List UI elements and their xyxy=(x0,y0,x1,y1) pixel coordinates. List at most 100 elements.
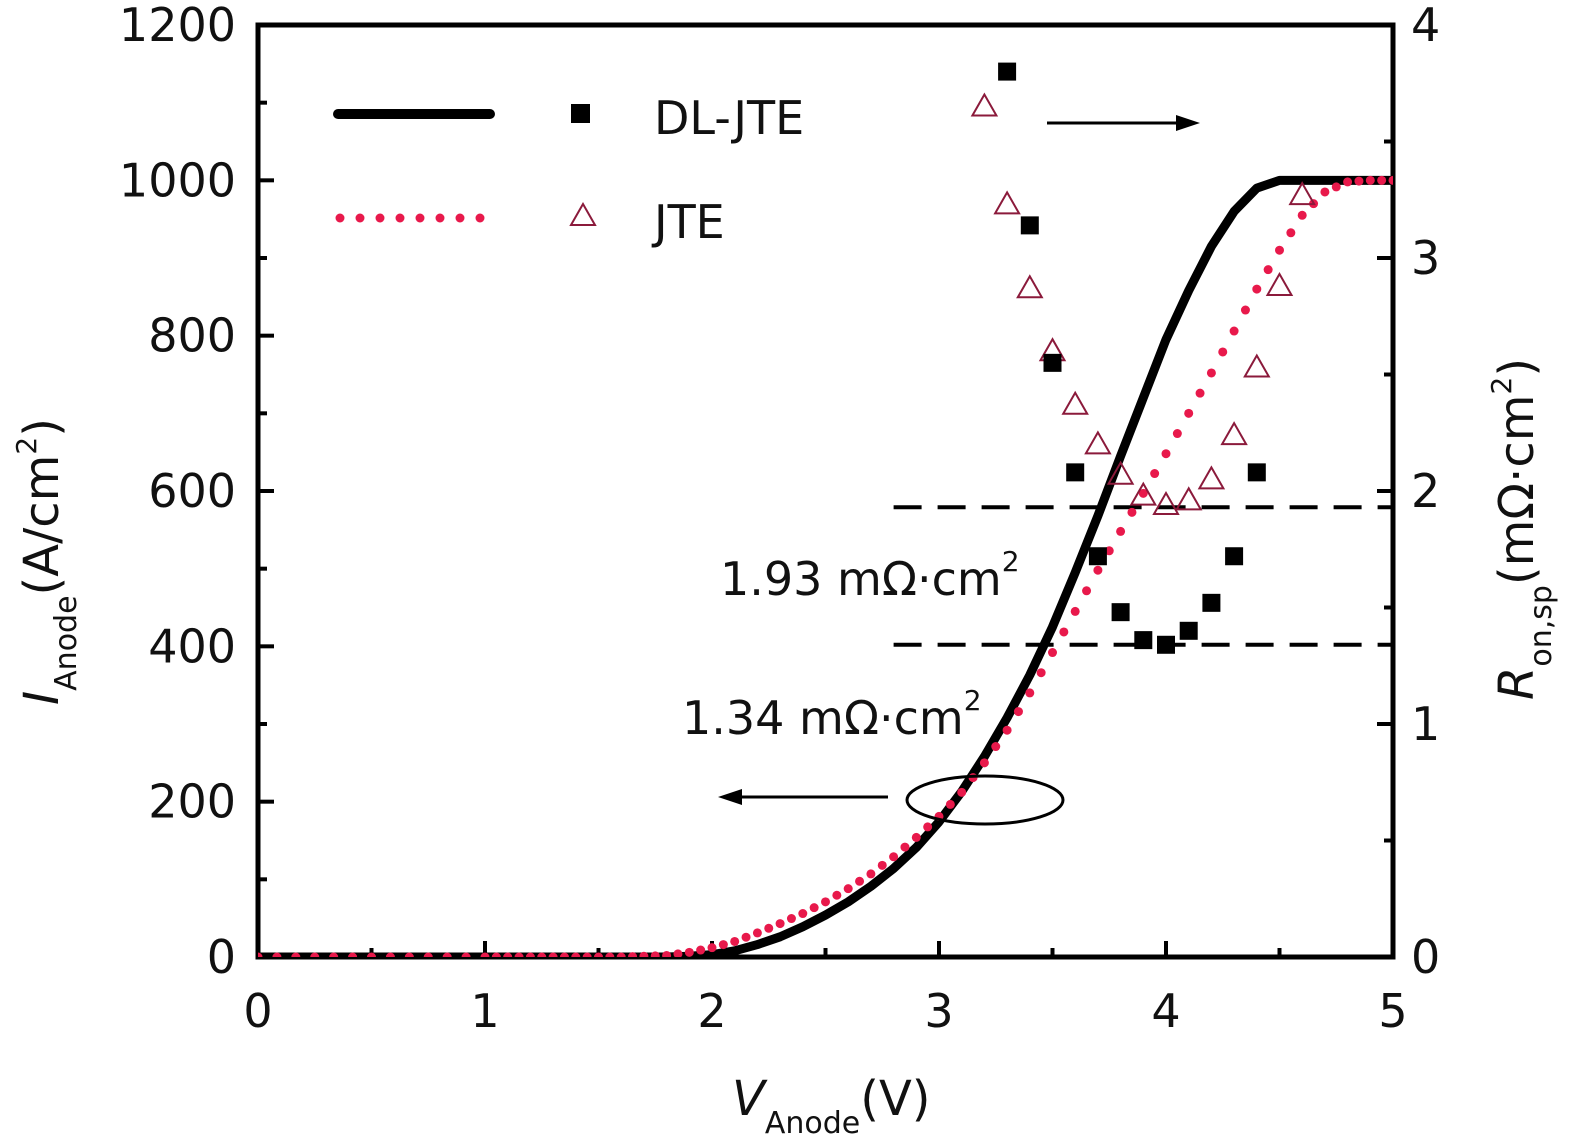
ron-marker-jte xyxy=(970,92,999,117)
jte-curve-dot xyxy=(537,952,547,957)
jte-curve-dot xyxy=(1354,176,1364,186)
jte-curve-dot xyxy=(1127,507,1137,517)
ron-marker-jte xyxy=(1106,460,1135,485)
jte-curve-dot xyxy=(616,952,626,957)
jte-curve-dot xyxy=(1093,565,1103,575)
tick-marks xyxy=(256,23,1395,959)
jte-curve-dot xyxy=(582,952,592,957)
jte-curve-dot xyxy=(628,952,638,957)
jte-curve-dot xyxy=(1343,177,1353,187)
jte-curve-dot xyxy=(1229,326,1239,336)
legend-dot xyxy=(455,213,465,223)
jte-curve-dot xyxy=(291,952,301,957)
jte-curve-dot xyxy=(889,852,899,862)
jte-curve-dot xyxy=(752,928,762,938)
jte-curve-dot xyxy=(548,952,558,957)
jte-curve-dot xyxy=(461,952,471,957)
jte-curve-dot xyxy=(786,914,796,924)
jte-curve-dot xyxy=(900,842,910,852)
jte-curve-dot xyxy=(650,951,660,957)
jte-curve-dot xyxy=(764,923,774,933)
jte-curve-dot xyxy=(673,949,683,957)
plot-area-frame xyxy=(255,22,1396,960)
legend-dot xyxy=(395,213,405,223)
ron-marker-jte xyxy=(1061,390,1089,415)
jte-curve-dot xyxy=(730,936,740,946)
jte-curve-dot xyxy=(809,903,819,913)
x-tick-label: 5 xyxy=(1378,984,1407,1038)
legend: DL-JTE JTE xyxy=(333,91,804,249)
jte-curve-dot xyxy=(741,932,751,942)
jte-curve-dot xyxy=(1161,449,1171,459)
jte-curve-dot xyxy=(514,952,524,957)
jte-curve-dot xyxy=(1331,182,1341,192)
x-tick-label: 1 xyxy=(470,984,499,1038)
jte-curve-dot xyxy=(798,909,808,919)
ron-marker-dl-jte xyxy=(1157,635,1175,654)
jte-curve-dot xyxy=(684,947,694,957)
legend-marker-dl-jte xyxy=(571,104,590,123)
annotation-lower-ron: 1.34 mΩ·cm2 xyxy=(682,684,982,745)
jte-curve-dot xyxy=(923,822,933,832)
x-tick-label: 4 xyxy=(1151,984,1180,1038)
jte-curve-dot xyxy=(442,952,452,957)
ron-marker-jte xyxy=(1174,486,1203,511)
jte-curve-dot xyxy=(1365,175,1375,185)
y-left-tick-label: 1000 xyxy=(119,153,236,207)
jte-curve-dot xyxy=(979,758,989,768)
y-right-tick-label: 1 xyxy=(1411,697,1440,751)
jte-curve-dot xyxy=(707,943,717,953)
legend-dot xyxy=(335,213,345,223)
jte-curve-dot xyxy=(1388,175,1393,185)
jte-curve-dot xyxy=(559,952,569,957)
reference-lines xyxy=(893,505,1393,647)
jte-curve-dot xyxy=(594,952,603,957)
ron-marker-dl-jte xyxy=(1111,603,1130,622)
jte-curve-dot xyxy=(1252,284,1262,294)
y-left-tick-label: 200 xyxy=(148,775,236,829)
jte-curve-dot xyxy=(639,951,649,957)
jte-curve-dot xyxy=(1286,228,1296,238)
legend-dot xyxy=(475,213,485,223)
left-axis-arrow xyxy=(718,789,888,805)
jte-curve-dot xyxy=(1206,368,1216,378)
jte-curve-dot xyxy=(423,952,433,957)
jte-curve-dot xyxy=(348,952,358,957)
ron-marker-dl-jte xyxy=(1134,631,1153,650)
legend-dot xyxy=(435,213,445,223)
ron-marker-dl-jte xyxy=(1043,353,1062,372)
legend-dot xyxy=(415,213,425,223)
jte-curve-dot xyxy=(1218,347,1228,357)
jte-curve-dot xyxy=(367,952,376,957)
y-right-tick-label: 3 xyxy=(1411,231,1440,285)
jte-curve-dot xyxy=(1377,175,1387,185)
ron-marker-dl-jte xyxy=(1066,463,1085,482)
jte-curve-dot xyxy=(1059,627,1069,637)
series-line-jte xyxy=(258,175,1393,957)
jte-curve-dot xyxy=(1297,210,1307,220)
jte-curve-dot xyxy=(385,952,395,957)
ron-marker-dl-jte xyxy=(1088,547,1107,566)
ron-marker-jte xyxy=(1197,465,1226,490)
legend-label-jte: JTE xyxy=(651,195,725,249)
jte-curve-dot xyxy=(991,742,1001,752)
jte-curve-dot xyxy=(1082,586,1092,596)
ron-marker-dl-jte xyxy=(1202,593,1221,612)
legend-line-jte xyxy=(335,213,485,223)
y-left-tick-label: 0 xyxy=(207,930,236,984)
legend-marker-jte xyxy=(569,201,597,226)
ron-marker-dl-jte xyxy=(1020,216,1039,235)
jte-curve-dot xyxy=(775,919,785,929)
jte-curve-dot xyxy=(1263,265,1273,275)
ron-marker-jte xyxy=(1016,274,1044,299)
ron-marker-jte xyxy=(1152,490,1180,515)
y-left-tick-label: 600 xyxy=(148,464,236,518)
annotation-upper-ron: 1.93 mΩ·cm2 xyxy=(720,545,1020,606)
legend-label-dl-jte: DL-JTE xyxy=(654,91,804,145)
jte-curve-dot xyxy=(329,952,339,957)
ron-marker-jte xyxy=(1129,481,1158,506)
ron-marker-jte xyxy=(1288,181,1316,206)
jte-curve-dot xyxy=(503,952,513,957)
